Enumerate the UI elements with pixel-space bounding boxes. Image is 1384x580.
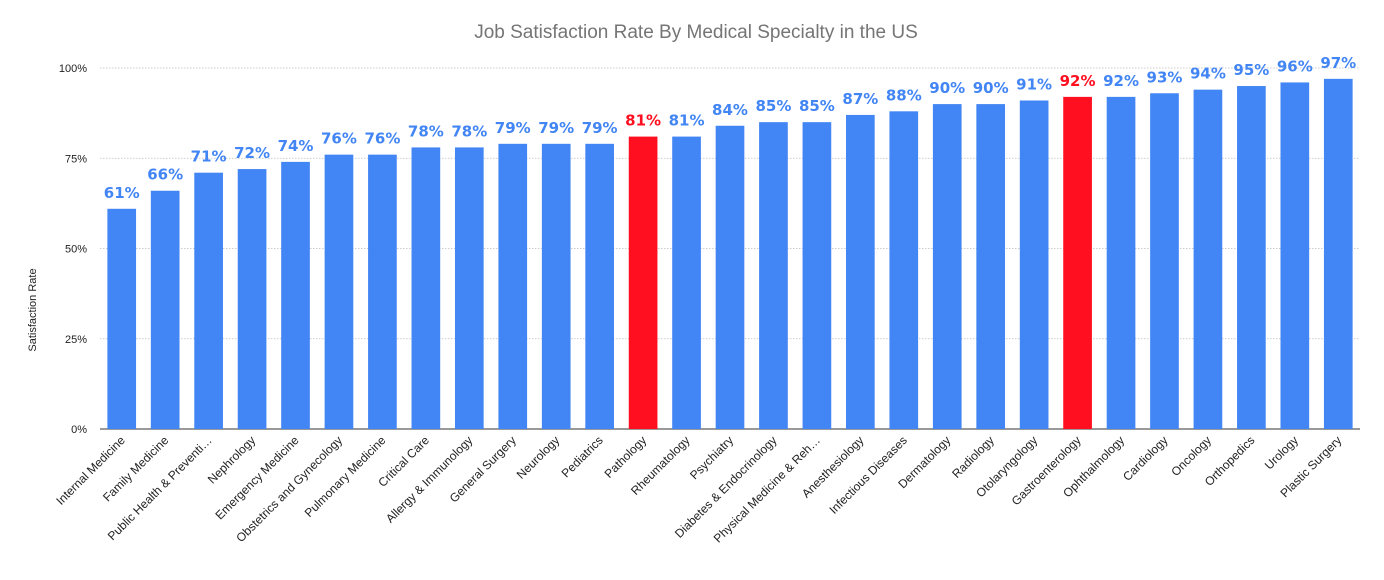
bar (541, 143, 571, 429)
x-tick-label: Pediatrics (559, 433, 606, 480)
data-label: 78% (451, 122, 487, 140)
bar (889, 111, 919, 429)
y-tick-label: 100% (59, 63, 87, 75)
data-labels: 61% 66% 71% 72% 74% 76% 76% 78% 78% 79% 79% 79% 81% 8… (104, 54, 1356, 202)
data-label: 79% (495, 119, 531, 137)
data-label: 78% (408, 122, 444, 140)
x-tick-label: Infectious Diseases (826, 433, 909, 516)
data-label: 79% (538, 119, 574, 137)
data-label: 71% (191, 148, 227, 166)
data-label: 88% (886, 86, 922, 104)
bar (846, 114, 875, 430)
bar (411, 147, 441, 430)
bars (107, 78, 1353, 430)
x-tick-label: Pulmonary Medicine (302, 433, 389, 520)
data-label: 96% (1277, 57, 1313, 75)
data-label: 92% (1103, 72, 1139, 90)
bar (107, 208, 137, 429)
y-tick-label: 25% (65, 334, 87, 346)
data-label: 92% (1060, 72, 1096, 90)
data-label: 85% (799, 97, 835, 115)
data-label: 76% (364, 130, 400, 148)
bar (802, 122, 832, 430)
data-label: 97% (1320, 54, 1356, 72)
data-label: 95% (1233, 61, 1269, 79)
data-label: 76% (321, 130, 357, 148)
y-tick-label: 50% (65, 244, 87, 256)
y-tick-label: 75% (65, 153, 87, 165)
x-tick-label: Cardiology (1120, 433, 1170, 483)
bar (1237, 86, 1266, 430)
bar (237, 169, 267, 429)
data-label: 81% (669, 112, 705, 130)
data-label: 94% (1190, 65, 1226, 83)
bar (672, 136, 701, 429)
bar (1063, 96, 1092, 429)
bar (454, 147, 484, 430)
bar (1019, 100, 1049, 430)
bar (1193, 89, 1223, 429)
bar (194, 172, 223, 429)
data-label: 79% (582, 119, 618, 137)
data-label: 93% (1147, 68, 1183, 86)
bar (759, 122, 788, 430)
x-tick-label: Emergency Medicine (212, 433, 301, 522)
y-tick-label: 0% (71, 424, 87, 436)
data-label: 66% (147, 166, 183, 184)
x-tick-label: Oncology (1168, 433, 1214, 479)
data-label: 87% (842, 90, 878, 108)
data-label: 90% (973, 79, 1009, 97)
bar (498, 143, 528, 429)
bar (1323, 78, 1353, 429)
bar (368, 154, 397, 429)
bar (1150, 93, 1179, 430)
bar (585, 143, 614, 429)
x-tick-label: Urology (1262, 433, 1301, 472)
y-axis-label: Satisfaction Rate (27, 268, 39, 351)
data-label: 91% (1016, 75, 1052, 93)
bar (628, 136, 658, 429)
x-tick-label: Neurology (514, 433, 563, 482)
bar (1280, 82, 1310, 429)
bar (324, 154, 354, 429)
bar (1106, 96, 1136, 429)
bar (715, 125, 745, 429)
bar (281, 161, 310, 430)
data-label: 72% (234, 144, 270, 162)
data-label: 81% (625, 112, 661, 130)
data-label: 74% (278, 137, 314, 155)
data-label: 90% (929, 79, 965, 97)
data-label: 84% (712, 101, 748, 119)
bar (932, 104, 962, 429)
y-axis-ticks: 0% 25% 50% 75% 100% (59, 63, 87, 436)
bar (150, 190, 180, 429)
data-label: 61% (104, 184, 140, 202)
bar (976, 104, 1006, 429)
data-label: 85% (755, 97, 791, 115)
chart-title: Job Satisfaction Rate By Medical Special… (474, 22, 918, 43)
